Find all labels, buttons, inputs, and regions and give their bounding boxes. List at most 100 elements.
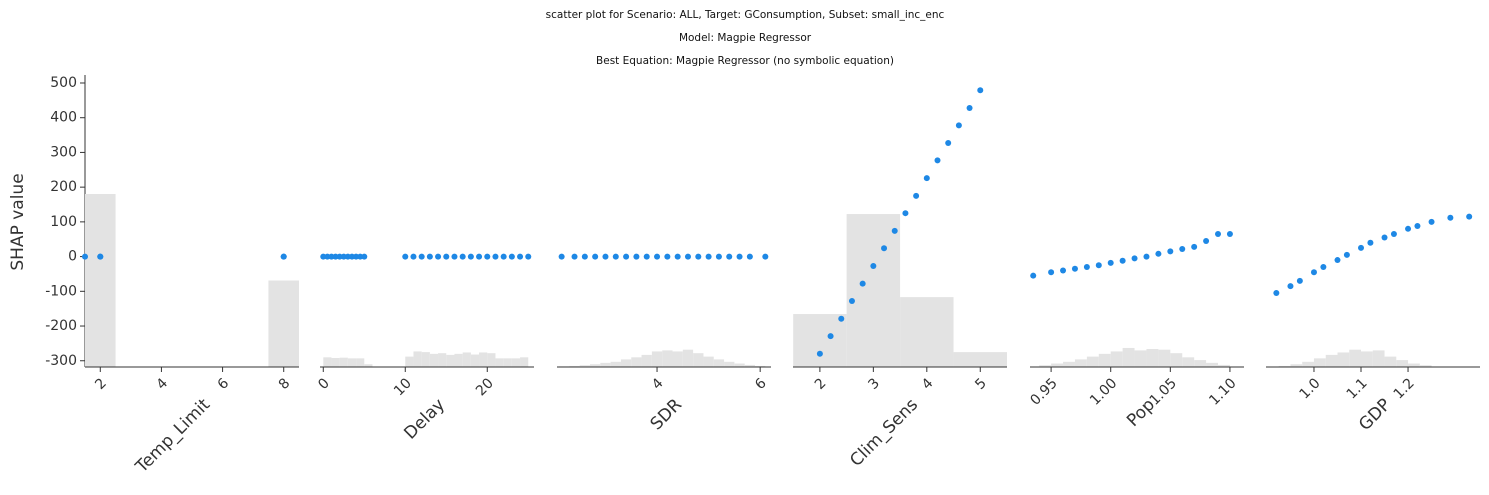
- point: [1287, 283, 1294, 290]
- x-tick-label: 0: [315, 375, 333, 393]
- x-axis-label: GDP: [1355, 395, 1395, 435]
- point: [762, 253, 769, 260]
- x-tick-label: 1.2: [1391, 375, 1418, 402]
- point: [1155, 250, 1162, 257]
- point: [324, 253, 331, 260]
- point: [654, 253, 661, 260]
- point: [827, 333, 834, 340]
- x-tick-label: 2: [812, 375, 830, 393]
- histogram-bar: [413, 351, 422, 367]
- point: [1447, 214, 1454, 221]
- point: [467, 253, 474, 260]
- point: [344, 253, 351, 260]
- point: [1179, 245, 1186, 252]
- point: [870, 262, 877, 269]
- point: [451, 253, 458, 260]
- chart-subtitle: Model: Magpie Regressor: [679, 32, 812, 44]
- point: [643, 253, 650, 260]
- histogram-bar: [1074, 359, 1087, 367]
- point: [1071, 265, 1078, 272]
- histogram-bar: [405, 356, 414, 367]
- histogram-bar: [85, 194, 116, 367]
- point: [891, 227, 898, 234]
- histogram-bar: [693, 353, 704, 367]
- point: [1273, 290, 1280, 297]
- point: [357, 253, 364, 260]
- point: [1119, 257, 1126, 264]
- point: [1060, 267, 1067, 274]
- histogram-bar: [1146, 349, 1159, 367]
- point: [1296, 277, 1303, 284]
- histogram-bar: [672, 351, 683, 367]
- x-tick-label: 4: [153, 375, 171, 393]
- histogram-bar: [755, 365, 766, 367]
- point: [816, 350, 823, 357]
- histogram-bar: [1134, 350, 1147, 367]
- point: [715, 253, 722, 260]
- x-tick-label: 4: [919, 375, 937, 393]
- x-tick-label: 6: [752, 375, 770, 393]
- histogram-bar: [1419, 365, 1432, 367]
- histogram-bar: [364, 364, 373, 367]
- point: [1226, 231, 1233, 238]
- point: [410, 253, 417, 260]
- histogram-bar: [446, 354, 455, 367]
- point: [340, 253, 347, 260]
- point: [402, 253, 409, 260]
- histogram-bar: [438, 353, 447, 367]
- histogram-bar: [900, 297, 954, 367]
- point: [966, 104, 973, 111]
- y-tick-label: 300: [50, 144, 77, 160]
- point: [705, 253, 712, 260]
- point: [746, 253, 753, 260]
- point: [1343, 251, 1350, 258]
- histogram-bar: [724, 361, 735, 367]
- point: [581, 253, 588, 260]
- point: [418, 253, 425, 260]
- x-tick-label: 1.00: [1087, 375, 1120, 408]
- histogram-bar: [651, 351, 663, 367]
- histogram-bar: [356, 358, 365, 367]
- point: [517, 253, 524, 260]
- histogram-bar: [323, 357, 332, 367]
- x-tick-label: 1.1: [1344, 375, 1371, 402]
- point: [945, 140, 952, 147]
- histogram-bar: [479, 352, 488, 367]
- histogram-bar: [454, 353, 463, 367]
- point: [1131, 255, 1138, 262]
- point: [602, 253, 609, 260]
- point: [435, 253, 442, 260]
- histogram-bar: [1051, 363, 1064, 367]
- histogram-bar: [1098, 353, 1111, 367]
- histogram-bar: [713, 359, 725, 367]
- histogram-bar: [1325, 354, 1338, 367]
- histogram-bar: [462, 352, 471, 367]
- point: [1428, 218, 1435, 225]
- point: [320, 253, 327, 260]
- point: [955, 122, 962, 129]
- x-tick-label: 4: [649, 375, 667, 393]
- histogram-bar: [579, 365, 591, 367]
- histogram-bar: [1396, 360, 1409, 367]
- x-axis-label: SDR: [647, 395, 687, 435]
- histogram-bar: [1361, 351, 1373, 367]
- point: [923, 175, 930, 182]
- point: [838, 315, 845, 322]
- point: [426, 253, 433, 260]
- histogram-bar: [1206, 362, 1219, 367]
- histogram-bar: [1158, 349, 1171, 367]
- point: [1334, 257, 1341, 264]
- point: [332, 253, 339, 260]
- point: [476, 253, 483, 260]
- point: [1367, 239, 1374, 246]
- histogram-bar: [744, 364, 756, 367]
- point: [1215, 231, 1222, 238]
- point: [684, 253, 691, 260]
- histogram-bar: [620, 359, 632, 367]
- histogram-bar: [1337, 352, 1350, 367]
- point: [664, 253, 671, 260]
- point: [82, 253, 88, 260]
- histogram-bar: [641, 354, 652, 367]
